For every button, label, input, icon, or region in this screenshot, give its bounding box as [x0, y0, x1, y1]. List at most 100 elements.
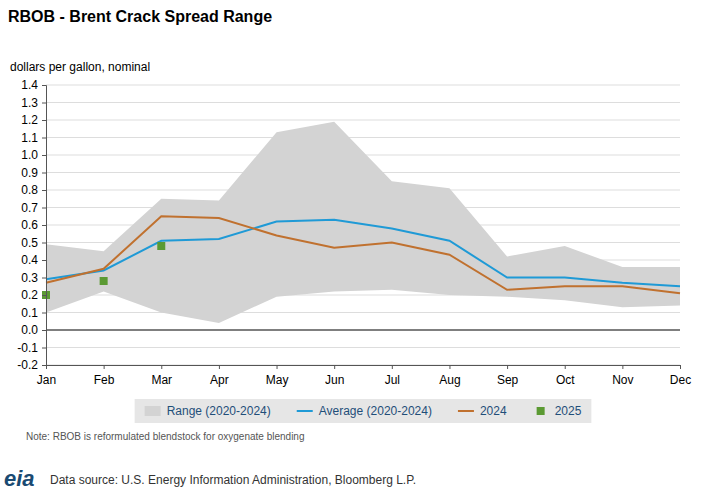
y-tick-label: -0.1 — [17, 341, 38, 355]
logo: eia — [4, 466, 35, 490]
zero-line — [46, 329, 680, 330]
grid-line — [46, 347, 680, 348]
legend-label: Average (2020-2024) — [319, 404, 432, 418]
y-tick-mark — [42, 138, 46, 139]
y-axis-title: dollars per gallon, nominal — [10, 60, 150, 74]
legend-items: Range (2020-2024) Average (2020-2024) 2024… — [145, 404, 582, 418]
y-tick: 0.0 — [21, 323, 46, 337]
y-tick: 0.2 — [21, 288, 46, 302]
y-tick: -0.2 — [17, 358, 46, 372]
x-tick: Jul — [385, 365, 400, 387]
x-tick: Sep — [497, 365, 519, 387]
y-tick: 1.3 — [21, 96, 46, 110]
plot-area — [42, 122, 680, 323]
y-tick-mark — [42, 155, 46, 156]
x-tick-mark — [449, 365, 450, 369]
x-tick: Jan — [37, 365, 56, 387]
y-tick-label: 0.9 — [21, 166, 38, 180]
grid-line — [46, 120, 680, 121]
y-tick: 0.8 — [21, 183, 46, 197]
y-tick-label: 0.2 — [21, 288, 38, 302]
legend-swatch — [297, 410, 313, 412]
x-tick-mark — [104, 365, 105, 369]
x-tick-label: Apr — [210, 373, 229, 387]
y-axis: -0.2 -0.1 0.0 0.1 0.2 0.3 0.4 0.5 0.6 0.7 0.8 0.9 1.… — [17, 78, 46, 372]
legend-item: Average (2020-2024) — [297, 404, 432, 418]
grid-line — [46, 102, 680, 103]
x-tick-label: May — [266, 373, 289, 387]
y-tick: 0.5 — [21, 236, 46, 250]
y-tick-mark — [42, 295, 46, 296]
y-tick: 0.7 — [21, 201, 46, 215]
y-tick-mark — [42, 313, 46, 314]
x-axis-line — [47, 366, 681, 370]
y-tick-mark — [42, 225, 46, 226]
legend-item: 2025 — [537, 404, 582, 418]
x-tick: Apr — [210, 365, 229, 387]
series-marker — [157, 242, 165, 250]
y-tick-label: 1.1 — [21, 131, 38, 145]
y-tick-label: 0.0 — [21, 323, 38, 337]
x-tick-mark — [161, 365, 162, 369]
x-tick-label: Oct — [556, 373, 575, 387]
y-tick-label: 1.3 — [21, 96, 38, 110]
y-tick-mark — [42, 85, 46, 86]
title: RBOB - Brent Crack Spread Range — [8, 8, 272, 25]
y-tick-label: 1.0 — [21, 148, 38, 162]
x-axis: Jan Feb Mar Apr May Jun Jul Aug Sep Oct Nov Dec — [37, 365, 691, 387]
y-tick-mark — [42, 330, 46, 331]
y-tick: 0.3 — [21, 271, 46, 285]
series-line — [46, 216, 680, 293]
x-tick-mark — [334, 365, 335, 369]
y-tick: 1.0 — [21, 148, 46, 162]
y-tick-mark — [42, 365, 46, 366]
y-tick-label: 0.7 — [21, 201, 38, 215]
y-tick-mark — [42, 103, 46, 104]
y-tick: 0.4 — [21, 253, 46, 267]
y-tick-mark — [42, 190, 46, 191]
y-tick-label: 0.5 — [21, 236, 38, 250]
y-axis-line — [42, 86, 47, 366]
x-tick-mark — [507, 365, 508, 369]
y-tick: 0.1 — [21, 306, 46, 320]
y-tick-mark — [42, 243, 46, 244]
y-tick-label: 0.1 — [21, 306, 38, 320]
y-tick: -0.1 — [17, 341, 46, 355]
y-tick-mark — [42, 120, 46, 121]
grid-line — [46, 137, 680, 138]
x-tick-label: Mar — [151, 373, 172, 387]
legend-item: 2024 — [458, 404, 507, 418]
series-line — [46, 220, 680, 287]
y-tick-label: 0.3 — [21, 271, 38, 285]
x-tick: Mar — [151, 365, 172, 387]
x-tick-label: Jul — [385, 373, 400, 387]
series-marker — [100, 277, 108, 285]
y-tick-label: 0.6 — [21, 218, 38, 232]
x-tick: Nov — [612, 365, 633, 387]
x-tick-mark — [622, 365, 623, 369]
y-tick: 0.9 — [21, 166, 46, 180]
legend-box — [135, 399, 592, 423]
y-tick: 0.6 — [21, 218, 46, 232]
y-tick-mark — [42, 348, 46, 349]
y-tick-mark — [42, 173, 46, 174]
y-tick-label: 1.4 — [21, 78, 38, 92]
x-tick-label: Dec — [670, 373, 691, 387]
grid-line — [46, 312, 680, 313]
y-tick-mark — [42, 208, 46, 209]
legend-swatch — [145, 406, 161, 416]
x-tick-label: Jun — [325, 373, 344, 387]
legend-label: 2024 — [480, 404, 507, 418]
y-tick: 1.1 — [21, 131, 46, 145]
x-tick: Oct — [556, 365, 575, 387]
x-tick-label: Sep — [497, 373, 519, 387]
x-tick-mark — [277, 365, 278, 369]
x-tick: May — [266, 365, 289, 387]
x-tick-mark — [565, 365, 566, 369]
legend-item: Range (2020-2024) — [145, 404, 271, 418]
x-tick-label: Feb — [94, 373, 115, 387]
x-tick-mark — [680, 365, 681, 369]
x-tick-label: Aug — [439, 373, 460, 387]
x-tick: Jun — [325, 365, 344, 387]
legend-label: 2025 — [555, 404, 582, 418]
